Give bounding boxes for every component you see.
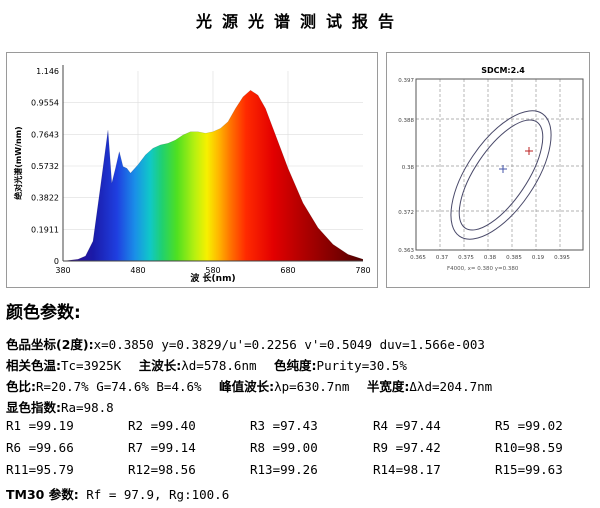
tm30-value: Rf = 97.9, Rg:100.6 [78,487,230,502]
spectrum-x-tick: 480 [130,266,145,275]
spectrum-y-tick: 1.146 [36,67,59,76]
sdcm-title: SDCM:2.4 [481,66,525,75]
spectrum-chart: 1.146 0.9554 0.7643 0.5732 0.3822 0.1911 0 380… [13,65,371,284]
spectrum-line [62,89,364,262]
cie-y-tick: 0.388 [398,118,414,124]
spectrum-y-tick: 0.3822 [31,194,59,203]
target-point-marker [499,165,507,173]
dominant-value: λd=578.6nm [181,358,257,373]
r-cell: R13=99.26 [250,462,318,477]
chroma-label: 色品坐标(2度): [6,337,94,352]
r-values-table: R1 =99.19 R2 =99.40 R3 =97.43 R4 =97.44 … [6,418,596,484]
r-cell: R15=99.63 [495,462,563,477]
measured-point-marker [525,147,533,155]
cri-label: 显色指数: [6,400,61,415]
r-cell: R7 =99.14 [128,440,196,455]
tm30-label: TM30 参数: [6,487,79,502]
report-title: 光源光谱测试报告 [195,12,404,31]
cie-x-tick: 0.38 [484,255,497,261]
cie-chart-panel: SDCM:2.4 0.397 0.388 0.38 0.372 0.363 0.… [386,52,590,288]
fwhm-label: 半宽度: [366,379,410,394]
ratio-value: R=20.7% G=74.6% B=4.6% [36,379,202,394]
cie-x-tick: 0.37 [436,255,449,261]
spectrum-area [63,90,363,261]
cie-y-tick: 0.363 [398,248,414,254]
spectrum-y-tick: 0.5732 [31,162,59,171]
r-cell: R2 =99.40 [128,418,196,433]
cie-y-tick: 0.38 [402,165,415,171]
cie-x-tick: 0.385 [506,255,522,261]
spectrum-curve [62,89,364,262]
r-cell: R1 =99.19 [6,418,74,433]
r-cell: R11=95.79 [6,462,74,477]
r-cell: R4 =97.44 [373,418,441,433]
tm30-line: TM30 参数: Rf = 97.9, Rg:100.6 [6,484,229,503]
r-cell: R9 =97.42 [373,440,441,455]
spectrum-y-tick: 0.1911 [31,225,59,234]
r-row: R1 =99.19 R2 =99.40 R3 =97.43 R4 =97.44 … [6,418,596,440]
cie-footer: F4000, x= 0.380 y=0.380 [447,266,519,272]
sdcm-ellipse-outer [450,110,552,240]
r-cell: R10=98.59 [495,440,563,455]
spectrum-y-tick: 0.9554 [31,99,59,108]
r-row: R11=95.79 R12=98.56 R13=99.26 R14=98.17 … [6,462,596,484]
cie-x-tick: 0.365 [410,255,426,261]
spectrum-y-axis-label: 绝对光谱(mW/nm) [13,126,23,199]
fwhm-value: Δλd=204.7nm [409,379,493,394]
spectrum-x-tick: 780 [355,266,370,275]
r-cell: R3 =97.43 [250,418,318,433]
spectrum-y-tick: 0.7643 [31,130,59,139]
dominant-label: 主波长: [138,358,182,373]
cie-x-tick: 0.375 [458,255,474,261]
cct-line: 相关色温:Tc=3925K 主波长:λd=578.6nm 色纯度:Purity=… [6,355,407,374]
purity-label: 色纯度: [274,358,317,373]
spectrum-chart-panel: 1.146 0.9554 0.7643 0.5732 0.3822 0.1911 0 380… [6,52,378,288]
color-params-heading: 颜色参数: [6,303,81,323]
cie-x-tick: 0.395 [554,255,570,261]
cie-y-tick: 0.372 [398,210,414,216]
cie-chart: SDCM:2.4 0.397 0.388 0.38 0.372 0.363 0.… [398,66,584,272]
r-cell: R14=98.17 [373,462,441,477]
chroma-line: 色品坐标(2度):x=0.3850 y=0.3829/u'=0.2256 v'=… [6,334,485,353]
cie-y-tick: 0.397 [398,78,414,84]
sdcm-ellipse-inner [458,119,544,231]
cri-value: Ra=98.8 [61,400,114,415]
r-cell: R8 =99.00 [250,440,318,455]
r-row: R6 =99.66 R7 =99.14 R8 =99.00 R9 =97.42 … [6,440,596,462]
ratio-label: 色比: [6,379,36,394]
spectrum-x-tick: 580 [205,266,220,275]
cct-value: Tc=3925K [61,358,122,373]
spectrum-x-tick: 380 [55,266,70,275]
peak-value: λp=630.7nm [274,379,350,394]
r-cell: R12=98.56 [128,462,196,477]
purity-value: Purity=30.5% [316,358,407,373]
r-cell: R6 =99.66 [6,440,74,455]
cie-x-tick: 0.19 [532,255,545,261]
spectrum-x-axis-label: 波 长(nm) [190,272,235,284]
r-cell: R5 =99.02 [495,418,563,433]
spectrum-x-tick: 680 [280,266,295,275]
chroma-value: x=0.3850 y=0.3829/u'=0.2256 v'=0.5049 du… [93,337,485,352]
cct-label: 相关色温: [6,358,61,373]
peak-label: 峰值波长: [219,379,275,394]
ratio-line: 色比:R=20.7% G=74.6% B=4.6% 峰值波长:λp=630.7n… [6,376,492,395]
cri-line: 显色指数:Ra=98.8 [6,397,114,416]
spectrum-y-tick: 0 [54,257,59,266]
